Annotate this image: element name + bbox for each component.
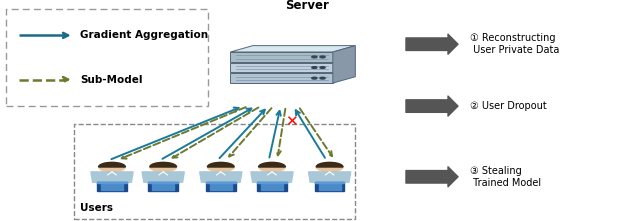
Text: ✕: ✕ [285,114,298,129]
Polygon shape [315,182,344,191]
Circle shape [259,162,285,172]
Polygon shape [261,183,283,190]
Polygon shape [324,171,335,172]
Polygon shape [158,171,168,172]
Polygon shape [99,162,125,167]
Circle shape [207,162,234,172]
Polygon shape [142,172,184,182]
Circle shape [99,162,125,172]
Polygon shape [206,182,236,183]
Polygon shape [91,172,133,182]
Polygon shape [251,172,293,182]
Polygon shape [315,182,344,183]
Polygon shape [148,182,178,191]
Bar [74,124,355,219]
Bar [6,9,208,106]
Circle shape [320,56,325,58]
Polygon shape [333,46,355,83]
Polygon shape [150,162,177,167]
Bar [230,63,333,72]
Polygon shape [152,183,174,190]
Polygon shape [97,182,127,191]
Text: Sub-Model: Sub-Model [80,74,143,85]
Polygon shape [207,162,234,167]
Text: Users: Users [80,203,113,213]
Circle shape [320,77,325,79]
Polygon shape [107,171,117,172]
Polygon shape [206,182,236,191]
Polygon shape [216,171,226,172]
Polygon shape [101,183,123,190]
Text: Gradient Aggregation: Gradient Aggregation [80,30,208,40]
Polygon shape [230,46,355,52]
Polygon shape [259,162,285,167]
Polygon shape [257,182,287,191]
Circle shape [312,56,317,58]
Polygon shape [97,182,127,183]
Circle shape [320,67,325,69]
Polygon shape [319,183,340,190]
Polygon shape [308,172,351,182]
Polygon shape [316,162,343,167]
Circle shape [312,77,317,79]
Circle shape [316,162,343,172]
Bar [230,52,333,62]
Text: ① Reconstructing
 User Private Data: ① Reconstructing User Private Data [470,33,560,55]
Text: ② User Dropout: ② User Dropout [470,101,547,111]
Polygon shape [200,172,242,182]
Circle shape [150,162,177,172]
Polygon shape [267,171,277,172]
Text: ③ Stealing
 Trained Model: ③ Stealing Trained Model [470,166,541,188]
Polygon shape [148,182,178,183]
Polygon shape [257,182,287,183]
Text: Central Cloud
Server: Central Cloud Server [262,0,352,12]
Polygon shape [210,183,232,190]
Bar [230,73,333,83]
Circle shape [312,67,317,69]
